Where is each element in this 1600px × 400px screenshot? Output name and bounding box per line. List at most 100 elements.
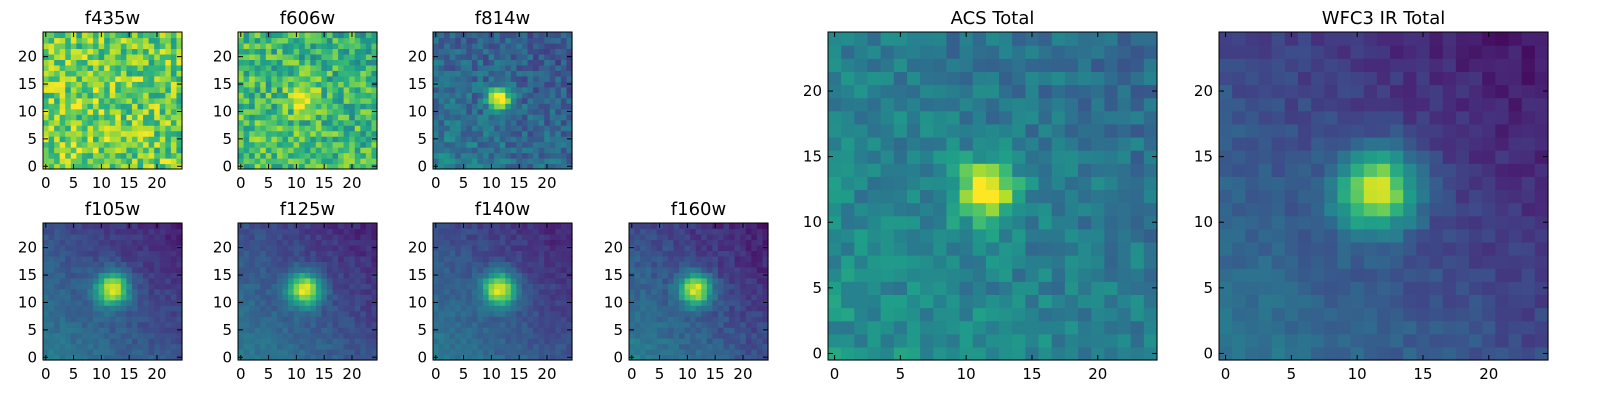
heatmap-cell <box>510 163 517 170</box>
heatmap-cell <box>488 327 495 334</box>
heatmap-cell <box>299 158 306 165</box>
heatmap-cell <box>533 288 540 295</box>
heatmap-cell <box>538 354 545 361</box>
heatmap-cell <box>87 53 94 60</box>
heatmap-cell <box>76 255 83 262</box>
heatmap-cell <box>98 250 105 257</box>
heatmap-cell <box>170 332 178 339</box>
heatmap-cell <box>673 349 680 356</box>
heatmap-cell <box>238 261 245 268</box>
heatmap-cell <box>271 288 278 295</box>
heatmap-cell <box>276 305 284 312</box>
heatmap-cell <box>645 349 652 356</box>
heatmap-cell <box>494 305 501 312</box>
heatmap-cell <box>712 310 719 317</box>
heatmap-cell <box>265 64 272 71</box>
heatmap-cell <box>516 327 523 334</box>
heatmap-cell <box>433 130 440 137</box>
heatmap-cell <box>1130 320 1145 335</box>
heatmap-cell <box>751 316 758 323</box>
heatmap-cell <box>533 92 540 99</box>
heatmap-cell <box>1091 202 1105 217</box>
heatmap-cell <box>243 163 250 170</box>
heatmap-cell <box>170 316 178 323</box>
heatmap-cell <box>131 130 139 137</box>
heatmap-cell <box>494 108 501 115</box>
heatmap-cell <box>48 103 55 110</box>
heatmap-cell <box>828 294 842 309</box>
heatmap-cell <box>282 277 289 284</box>
heatmap-cell <box>93 283 100 290</box>
heatmap-cell <box>288 228 295 235</box>
heatmap-cell <box>444 152 451 159</box>
heatmap-cell <box>651 305 658 312</box>
heatmap-cell <box>656 310 663 317</box>
heatmap-cell <box>176 233 183 241</box>
heatmap-cell <box>533 70 540 77</box>
heatmap-cell <box>48 354 55 361</box>
heatmap-cell <box>494 70 501 77</box>
heatmap-cell <box>695 228 702 235</box>
heatmap-cell <box>115 152 122 159</box>
heatmap-cell <box>538 228 545 235</box>
heatmap-cell <box>54 332 61 339</box>
heatmap-cell <box>538 53 545 60</box>
heatmap-cell <box>76 125 83 132</box>
heatmap-cell <box>143 250 150 257</box>
heatmap-cell <box>65 288 72 295</box>
heatmap-cell <box>695 316 702 323</box>
heatmap-cell <box>695 272 702 279</box>
heatmap-cell <box>651 349 658 356</box>
heatmap-cell <box>690 288 697 295</box>
heatmap-cell <box>70 70 77 77</box>
heatmap-cell <box>170 81 178 88</box>
heatmap-cell <box>549 81 556 88</box>
heatmap-cell <box>59 343 66 350</box>
heatmap-cell <box>566 114 573 121</box>
heatmap-cell <box>315 343 322 350</box>
heatmap-cell <box>65 283 72 290</box>
heatmap-cell <box>365 64 373 71</box>
heatmap-cell <box>126 305 133 312</box>
heatmap-cell <box>143 141 150 148</box>
heatmap-cell <box>690 338 697 345</box>
heatmap-cell <box>706 255 713 262</box>
heatmap-cell <box>115 255 122 262</box>
heatmap-cell <box>505 338 512 345</box>
heatmap-cell <box>332 310 339 317</box>
heatmap-cell <box>321 266 328 273</box>
heatmap-cell <box>98 343 105 350</box>
heatmap-cell <box>477 136 484 143</box>
heatmap-cell <box>488 343 495 350</box>
heatmap-cell <box>510 327 517 334</box>
heatmap-cell <box>640 343 647 350</box>
heatmap-cell <box>893 268 908 282</box>
heatmap-cell <box>243 53 250 60</box>
heatmap-cell <box>338 37 345 44</box>
heatmap-cell <box>170 75 178 82</box>
heatmap-cell <box>740 294 747 301</box>
heatmap-cell <box>243 294 250 301</box>
heatmap-cell <box>505 223 512 230</box>
heatmap-cell <box>712 338 719 345</box>
heatmap-cell <box>477 152 484 159</box>
heatmap-cell <box>494 283 501 290</box>
heatmap-cell <box>521 114 529 121</box>
heatmap-cell <box>712 283 719 290</box>
heatmap-cell <box>293 250 300 257</box>
heatmap-cell <box>48 147 55 154</box>
heatmap-cell <box>154 338 161 345</box>
heatmap-cell <box>165 81 172 88</box>
heatmap-cell <box>645 255 652 262</box>
heatmap-cell <box>510 305 517 312</box>
heatmap-cell <box>527 343 534 350</box>
heatmap-cell <box>729 354 736 361</box>
heatmap-cell <box>505 97 512 104</box>
heatmap-cell <box>131 288 139 295</box>
heatmap-cell <box>1025 268 1040 282</box>
heatmap-cell <box>249 255 256 262</box>
heatmap-cell <box>477 37 484 44</box>
heatmap-cell <box>282 288 289 295</box>
heatmap-cell <box>154 261 161 268</box>
heatmap-cell <box>170 272 178 279</box>
